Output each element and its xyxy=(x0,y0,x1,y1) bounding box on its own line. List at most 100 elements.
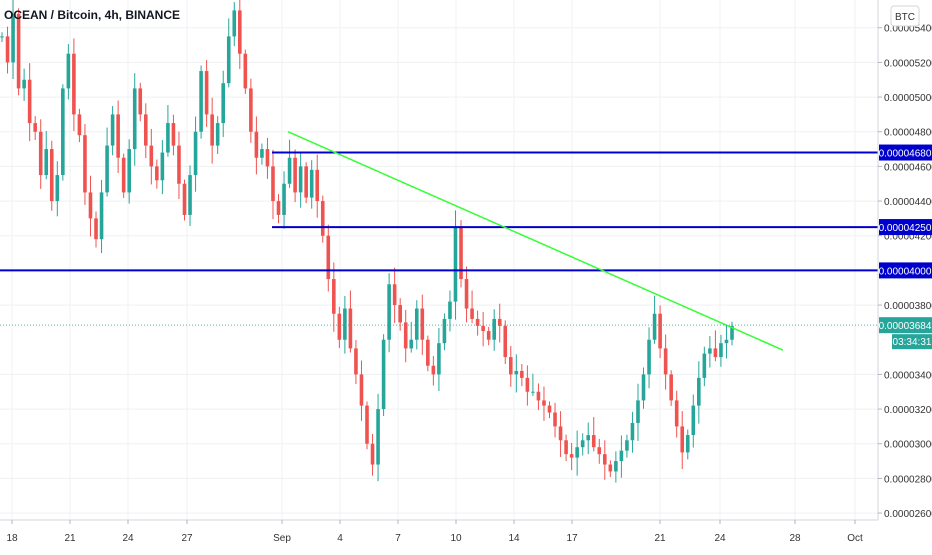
candle[interactable] xyxy=(437,327,441,392)
candle[interactable] xyxy=(249,78,253,143)
candle[interactable] xyxy=(387,273,391,353)
candle[interactable] xyxy=(708,335,712,368)
candle[interactable] xyxy=(486,326,491,346)
candle[interactable] xyxy=(66,44,71,100)
candle[interactable] xyxy=(337,306,342,349)
candle[interactable] xyxy=(697,361,701,424)
candle[interactable] xyxy=(586,422,591,455)
candle[interactable] xyxy=(221,70,226,137)
candle[interactable] xyxy=(287,139,292,188)
candle[interactable] xyxy=(138,82,143,122)
candle[interactable] xyxy=(514,354,519,393)
candle[interactable] xyxy=(431,356,436,386)
candle[interactable] xyxy=(182,179,187,221)
candle[interactable] xyxy=(376,393,380,482)
candle[interactable] xyxy=(647,327,651,389)
candle[interactable] xyxy=(713,330,718,362)
candle[interactable] xyxy=(343,296,347,354)
price-axis[interactable]: 0.00005400 0.00005200 0.00005000 0.00004800… xyxy=(878,24,932,520)
candle[interactable] xyxy=(453,210,458,320)
candle[interactable] xyxy=(520,364,524,387)
candle[interactable] xyxy=(370,434,375,476)
candle[interactable] xyxy=(619,435,624,478)
candle[interactable] xyxy=(614,451,618,483)
candle[interactable] xyxy=(448,290,452,332)
candle[interactable] xyxy=(348,290,353,353)
candle[interactable] xyxy=(426,335,430,372)
currency-badge[interactable] xyxy=(890,5,920,27)
candle[interactable] xyxy=(226,18,231,88)
candle[interactable] xyxy=(547,401,552,419)
candle[interactable] xyxy=(392,267,397,324)
candle[interactable] xyxy=(271,149,275,220)
candle[interactable] xyxy=(398,298,402,331)
candle[interactable] xyxy=(475,310,480,336)
candle[interactable] xyxy=(143,103,148,159)
candle[interactable] xyxy=(11,0,15,80)
candle[interactable] xyxy=(381,334,386,416)
candle[interactable] xyxy=(630,411,635,453)
candle[interactable] xyxy=(210,97,214,164)
candle[interactable] xyxy=(503,320,508,364)
candle[interactable] xyxy=(33,116,37,141)
candle[interactable] xyxy=(155,159,159,189)
candle[interactable] xyxy=(464,266,469,323)
candle[interactable] xyxy=(177,131,181,199)
candle[interactable] xyxy=(320,195,325,243)
candle[interactable] xyxy=(442,313,447,351)
candle[interactable] xyxy=(459,220,463,288)
candle[interactable] xyxy=(243,49,248,94)
candle[interactable] xyxy=(193,116,198,192)
candle[interactable] xyxy=(27,63,32,142)
candle[interactable] xyxy=(110,106,115,156)
candle[interactable] xyxy=(680,411,685,470)
candle[interactable] xyxy=(420,294,425,355)
candle[interactable] xyxy=(636,383,640,441)
candle[interactable] xyxy=(55,161,60,217)
candle[interactable] xyxy=(276,194,281,224)
candle[interactable] xyxy=(94,211,98,248)
candle[interactable] xyxy=(188,165,192,227)
candle[interactable] xyxy=(77,108,82,143)
candle[interactable] xyxy=(160,140,165,195)
candle[interactable] xyxy=(663,334,668,390)
candle[interactable] xyxy=(16,8,21,96)
candle[interactable] xyxy=(38,119,43,189)
candle[interactable] xyxy=(304,162,308,204)
candle[interactable] xyxy=(83,124,87,205)
candle[interactable] xyxy=(724,325,729,359)
candle[interactable] xyxy=(691,394,696,448)
candle[interactable] xyxy=(553,402,557,438)
candle[interactable] xyxy=(481,312,485,347)
candle[interactable] xyxy=(603,440,607,480)
candle[interactable] xyxy=(575,430,579,476)
candle[interactable] xyxy=(116,100,120,173)
candles[interactable] xyxy=(0,0,734,483)
candle[interactable] xyxy=(315,154,320,218)
candle[interactable] xyxy=(326,224,331,292)
candle[interactable] xyxy=(497,303,502,343)
candle[interactable] xyxy=(414,300,419,350)
candle[interactable] xyxy=(354,340,358,385)
candle[interactable] xyxy=(260,143,264,165)
candle[interactable] xyxy=(702,346,707,387)
candle[interactable] xyxy=(309,160,314,209)
candle[interactable] xyxy=(49,140,54,211)
candle[interactable] xyxy=(558,411,563,457)
candle[interactable] xyxy=(121,153,126,198)
candle[interactable] xyxy=(5,26,10,74)
time-axis[interactable]: 18 21 24 27 Sep 4 7 10 14 17 21 24 28 Oct xyxy=(6,520,863,544)
candle[interactable] xyxy=(0,32,4,42)
candle[interactable] xyxy=(641,367,646,409)
candle[interactable] xyxy=(625,434,629,458)
candle[interactable] xyxy=(508,345,513,387)
candle[interactable] xyxy=(99,179,104,254)
candle[interactable] xyxy=(204,59,209,127)
candle[interactable] xyxy=(72,38,76,132)
candle[interactable] xyxy=(492,309,496,351)
candle[interactable] xyxy=(293,149,297,203)
candle[interactable] xyxy=(542,386,546,421)
candle[interactable] xyxy=(564,434,568,462)
trend-line[interactable] xyxy=(287,131,784,351)
